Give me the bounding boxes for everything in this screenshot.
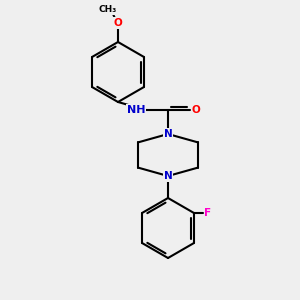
Text: N: N: [164, 171, 172, 181]
Text: O: O: [192, 105, 200, 115]
Text: N: N: [164, 129, 172, 139]
Text: CH₃: CH₃: [99, 5, 117, 14]
Text: NH: NH: [127, 105, 145, 115]
Text: F: F: [204, 208, 211, 218]
Text: O: O: [114, 18, 122, 28]
